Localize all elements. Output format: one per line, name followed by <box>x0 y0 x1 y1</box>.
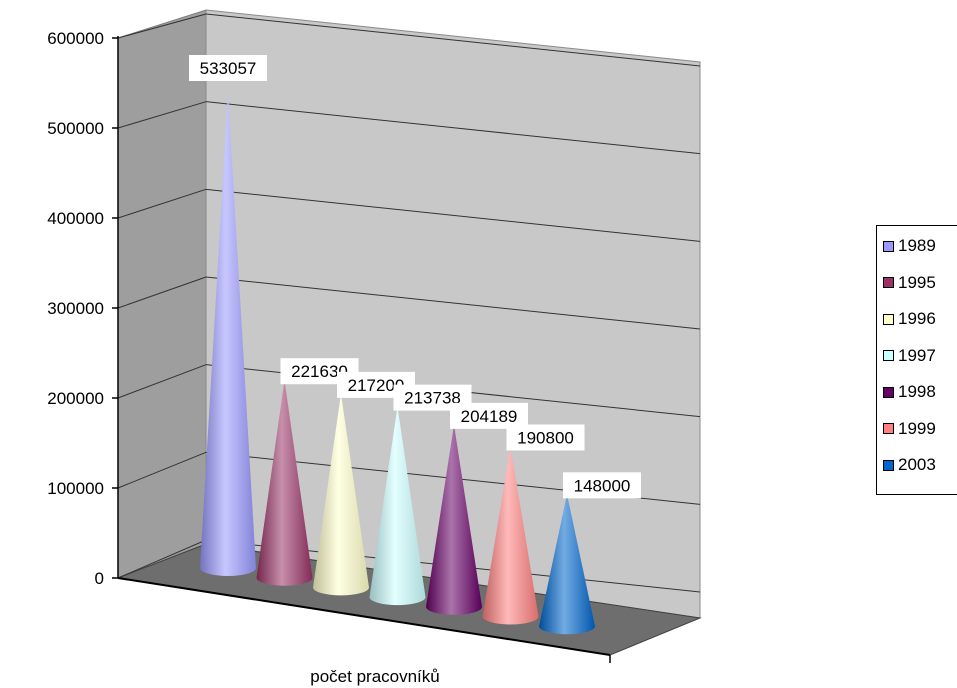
legend-swatch <box>883 423 894 434</box>
cone-1998 <box>426 424 483 615</box>
gridline-side <box>117 364 207 399</box>
data-label-text: 217200 <box>348 376 405 395</box>
legend-item-2003: 2003 <box>883 455 936 475</box>
gridline-side <box>117 276 207 309</box>
legend-item-1995: 1995 <box>883 273 936 293</box>
legend-swatch <box>883 350 894 361</box>
cone-bar <box>482 446 539 625</box>
data-label: 213738 <box>393 384 472 411</box>
legend-swatch <box>883 240 894 252</box>
gridline <box>205 188 701 242</box>
gridline <box>205 276 701 330</box>
data-label-text: 221630 <box>291 362 348 381</box>
legend-label: 1997 <box>898 345 936 365</box>
y-tick-label: 200000 <box>47 389 104 408</box>
data-label-box <box>189 55 267 81</box>
legend-label: 1998 <box>898 382 936 401</box>
legend-item-1997: 1997 <box>883 346 936 366</box>
data-label: 221630 <box>280 358 359 385</box>
gridline-side <box>117 539 207 579</box>
side-wall <box>117 9 207 579</box>
cone-bar <box>313 393 369 596</box>
data-label: 533057 <box>189 55 267 81</box>
data-label-box <box>563 472 641 499</box>
gridline <box>205 101 701 155</box>
y-tick-label: 400000 <box>47 209 104 228</box>
data-label-text: 533057 <box>200 59 257 78</box>
cone-bar <box>426 424 483 615</box>
legend-item-1989: 1989 <box>883 236 936 256</box>
gridline-side <box>117 451 207 489</box>
legend: 1989 1995 1996 1997 1998 1999 2003 <box>876 225 957 495</box>
gridline <box>205 13 701 67</box>
cone-bar <box>200 93 256 576</box>
y-tick-label: 0 <box>95 569 104 588</box>
y-tick-label: 100000 <box>47 479 104 498</box>
data-label-text: 213738 <box>404 389 461 408</box>
legend-item-1999: 1999 <box>883 419 936 439</box>
x-axis-label: počet pracovníků <box>310 667 439 686</box>
legend-item-1996: 1996 <box>883 309 936 329</box>
data-label: 190800 <box>506 424 585 451</box>
cone-2003 <box>539 494 595 635</box>
legend-label: 1999 <box>898 418 936 438</box>
cone-bar <box>256 380 313 586</box>
gridline-side <box>117 101 207 129</box>
data-label-text: 204189 <box>461 407 518 426</box>
x-axis <box>117 577 611 656</box>
legend-label: 2003 <box>898 455 936 474</box>
cone-1996 <box>313 393 369 596</box>
data-label-text: 148000 <box>574 476 631 495</box>
data-label-box <box>506 424 585 451</box>
cone-bar <box>539 494 595 635</box>
y-tick-label: 600000 <box>47 29 104 48</box>
legend-label: 1996 <box>898 309 936 328</box>
cone-bar <box>369 406 426 606</box>
legend-swatch <box>883 313 894 325</box>
cone-1995 <box>256 380 313 586</box>
legend-label: 1995 <box>898 272 936 292</box>
legend-swatch <box>883 459 894 471</box>
gridline-side <box>117 13 207 39</box>
gridline-side <box>117 188 207 219</box>
legend-label: 1989 <box>898 236 936 255</box>
data-label: 148000 <box>563 472 641 499</box>
cone-1997 <box>369 406 426 606</box>
cone-1999 <box>482 446 539 625</box>
y-tick-label: 500000 <box>47 119 104 138</box>
data-label-text: 190800 <box>517 428 574 447</box>
legend-swatch <box>883 386 894 398</box>
legend-swatch <box>883 277 894 288</box>
y-tick-label: 300000 <box>47 299 104 318</box>
legend-item-1998: 1998 <box>883 382 936 402</box>
cone-1989 <box>200 93 256 576</box>
